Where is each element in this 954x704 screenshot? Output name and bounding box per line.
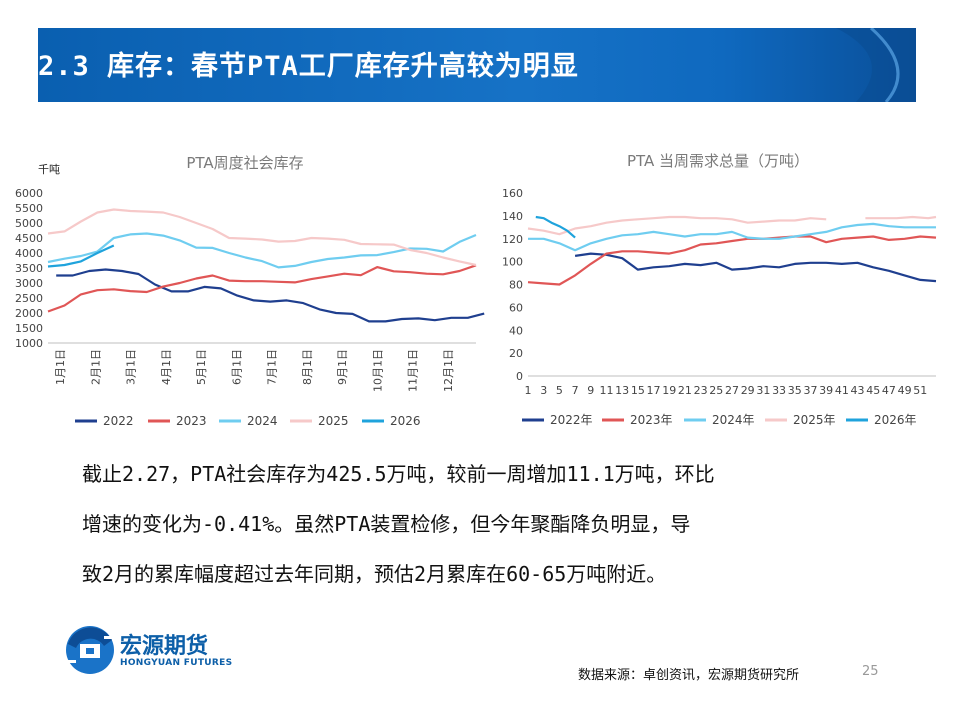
y-axis-unit-label: 千吨 <box>38 163 60 176</box>
body-line-3: 致2月的累库幅度超过去年同期，预估2月累库在60-65万吨附近。 <box>82 562 667 586</box>
series-line-2026 <box>47 244 115 268</box>
x-tick-label: 11月1日 <box>407 349 420 392</box>
series-line-2023年 <box>527 235 937 286</box>
x-tick-label: 23 <box>694 384 708 397</box>
y-tick-label: 5000 <box>15 217 43 230</box>
y-tick-label: 5500 <box>15 202 43 215</box>
chart-title: PTA 当周需求总量（万吨） <box>627 152 809 170</box>
legend-label: 2023 <box>176 414 207 428</box>
legend-label: 2026 <box>390 414 421 428</box>
y-tick-label: 2000 <box>15 307 43 320</box>
body-line-2: 增速的变化为-0.41%。虽然PTA装置检修，但今年聚酯降负明显，导 <box>82 512 691 536</box>
y-tick-label: 100 <box>502 256 523 269</box>
x-tick-label: 31 <box>756 384 770 397</box>
x-tick-label: 9月1日 <box>336 349 349 385</box>
x-tick-label: 25 <box>709 384 723 397</box>
y-tick-label: 0 <box>516 370 523 383</box>
y-tick-label: 40 <box>509 324 523 337</box>
banner-decoration <box>836 28 916 102</box>
page-number: 25 <box>862 664 879 679</box>
y-tick-label: 4500 <box>15 232 43 245</box>
x-tick-label: 47 <box>882 384 896 397</box>
x-tick-label: 7 <box>572 384 579 397</box>
x-tick-label: 9 <box>587 384 594 397</box>
y-tick-label: 160 <box>502 187 523 200</box>
series-line-2022年 <box>574 252 937 283</box>
x-tick-label: 29 <box>741 384 755 397</box>
legend-label: 2024 <box>247 414 278 428</box>
logo-cn-text: 宏源期货 <box>120 634 209 659</box>
x-tick-label: 11 <box>599 384 613 397</box>
legend-label: 2022 <box>103 414 134 428</box>
series-line-2025年 <box>527 215 827 236</box>
legend-label: 2023年 <box>630 413 673 427</box>
x-tick-label: 6月1日 <box>230 349 243 385</box>
x-tick-label: 10月1日 <box>371 349 384 392</box>
logo-mark-icon <box>66 626 114 674</box>
chart-title: PTA周度社会库存 <box>186 154 303 172</box>
x-tick-label: 37 <box>803 384 817 397</box>
y-tick-label: 2500 <box>15 292 43 305</box>
x-tick-label: 17 <box>647 384 661 397</box>
y-tick-label: 4000 <box>15 247 43 260</box>
series-line-2025 <box>47 208 477 267</box>
y-tick-label: 60 <box>509 301 523 314</box>
y-tick-label: 80 <box>509 279 523 292</box>
x-tick-label: 3月1日 <box>125 349 138 385</box>
x-tick-label: 7月1日 <box>266 349 279 385</box>
logo-en-text: HONGYUAN FUTURES <box>120 658 233 668</box>
legend-label: 2025 <box>318 414 349 428</box>
x-tick-label: 12月1日 <box>442 349 455 392</box>
x-tick-label: 43 <box>851 384 865 397</box>
y-tick-label: 6000 <box>15 187 43 200</box>
legend-label: 2026年 <box>874 413 917 427</box>
series-line-2023 <box>47 264 477 313</box>
x-tick-label: 15 <box>631 384 645 397</box>
legend-label: 2024年 <box>712 413 755 427</box>
x-tick-label: 51 <box>913 384 927 397</box>
y-tick-label: 1500 <box>15 322 43 335</box>
y-tick-label: 20 <box>509 347 523 360</box>
x-tick-label: 33 <box>772 384 786 397</box>
x-tick-label: 27 <box>725 384 739 397</box>
x-tick-label: 21 <box>678 384 692 397</box>
data-source: 数据来源：卓创资讯，宏源期货研究所 <box>578 668 800 683</box>
x-tick-label: 4月1日 <box>160 349 173 385</box>
page-title: 2.3 库存：春节PTA工厂库存升高较为明显 <box>38 51 579 82</box>
y-tick-label: 1000 <box>15 337 43 350</box>
x-tick-label: 13 <box>615 384 629 397</box>
x-tick-label: 3 <box>540 384 547 397</box>
x-tick-label: 1 <box>525 384 532 397</box>
x-tick-label: 49 <box>898 384 912 397</box>
x-tick-label: 2月1日 <box>89 349 102 385</box>
y-tick-label: 3500 <box>15 262 43 275</box>
series-line-2022 <box>56 268 485 323</box>
x-tick-label: 5 <box>556 384 563 397</box>
x-tick-label: 39 <box>819 384 833 397</box>
legend-label: 2025年 <box>793 413 836 427</box>
series-line-2024 <box>47 232 477 269</box>
x-tick-label: 19 <box>662 384 676 397</box>
x-tick-label: 45 <box>866 384 880 397</box>
company-logo: 宏源期货 HONGYUAN FUTURES <box>64 624 244 680</box>
x-tick-label: 41 <box>835 384 849 397</box>
y-tick-label: 120 <box>502 233 523 246</box>
title-banner: 2.3 库存：春节PTA工厂库存升高较为明显 <box>38 28 916 102</box>
series-line-2025年b <box>865 215 937 220</box>
x-tick-label: 35 <box>788 384 802 397</box>
series-line-2026年 <box>535 215 576 239</box>
x-tick-label: 8月1日 <box>301 349 314 385</box>
x-tick-label: 1月1日 <box>54 349 67 385</box>
body-line-1: 截止2.27，PTA社会库存为425.5万吨，较前一周增加11.1万吨，环比 <box>82 462 715 486</box>
x-tick-label: 5月1日 <box>195 349 208 385</box>
legend-label: 2022年 <box>550 413 593 427</box>
series-line-2024年 <box>528 222 936 252</box>
y-tick-label: 140 <box>502 210 523 223</box>
y-tick-label: 3000 <box>15 277 43 290</box>
